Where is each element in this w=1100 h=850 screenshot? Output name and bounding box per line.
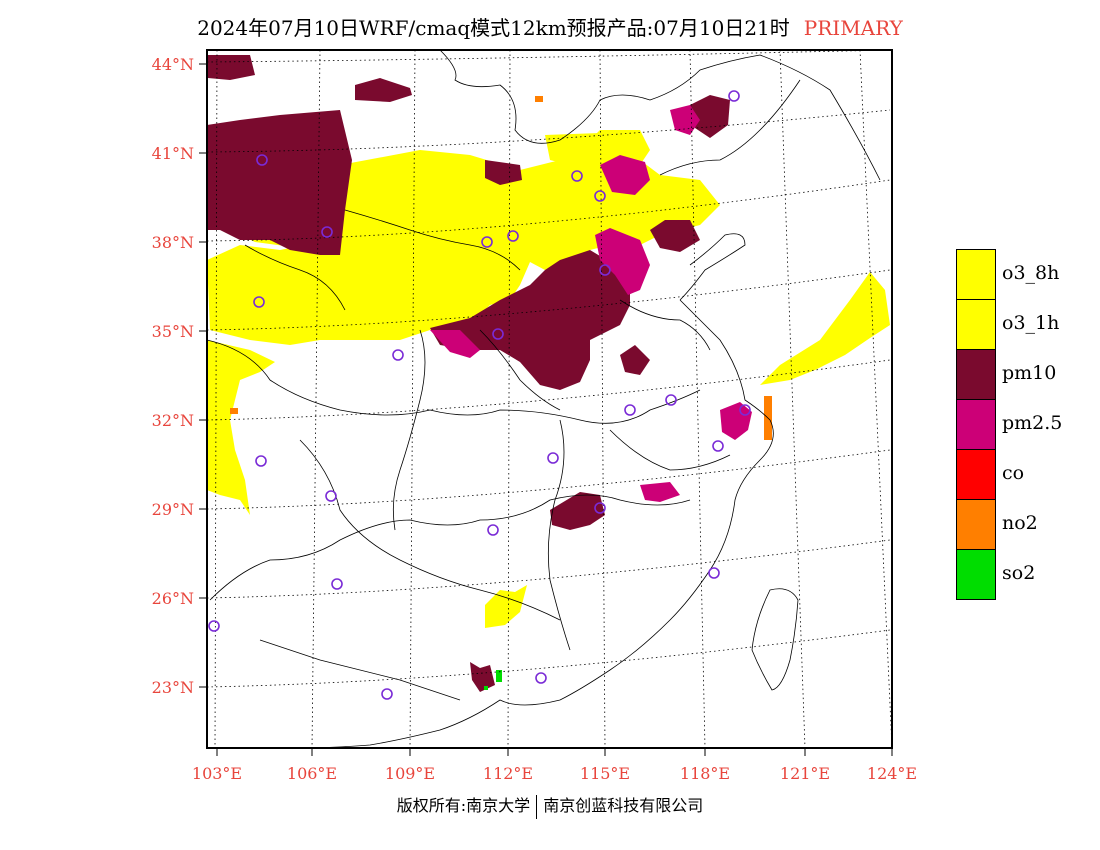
lon-label-112e: 112°E <box>482 764 534 783</box>
lat-label-29n: 29°N <box>151 500 194 519</box>
legend-swatch <box>956 549 996 600</box>
lon-label-103e: 103°E <box>191 764 243 783</box>
copyright-footer: 版权所有:南京大学 南京创蓝科技有限公司 <box>0 792 1100 819</box>
map-frame <box>206 49 893 749</box>
legend-label: so2 <box>1002 562 1036 584</box>
legend-swatch <box>956 349 996 400</box>
lon-label-121e: 121°E <box>779 764 831 783</box>
footer-left: 版权所有:南京大学 <box>396 796 531 815</box>
footer-right: 南京创蓝科技有限公司 <box>543 796 704 815</box>
legend-swatch <box>956 249 996 300</box>
lat-label-41n: 41°N <box>151 144 194 163</box>
lon-label-118e: 118°E <box>679 764 731 783</box>
legend-swatch <box>956 399 996 450</box>
legend-label: o3_8h <box>1002 262 1060 284</box>
station-markers <box>208 90 751 700</box>
title-text: 2024年07月10日WRF/cmaq模式12km预报产品:07月10日21时 <box>197 16 790 40</box>
lon-label-115e: 115°E <box>579 764 631 783</box>
lat-label-26n: 26°N <box>151 589 194 608</box>
so2-region <box>484 670 502 690</box>
legend-label: pm2.5 <box>1002 412 1063 434</box>
pm10-region <box>207 55 730 692</box>
legend-swatch <box>956 299 996 350</box>
lon-label-109e: 109°E <box>384 764 436 783</box>
lat-label-38n: 38°N <box>151 233 194 252</box>
lon-label-124e: 124°E <box>866 764 918 783</box>
lat-ticks <box>199 63 207 688</box>
lat-label-23n: 23°N <box>151 678 194 697</box>
lat-label-44n: 44°N <box>151 55 194 74</box>
lat-label-35n: 35°N <box>151 322 194 341</box>
legend-label: no2 <box>1002 512 1038 534</box>
lat-label-32n: 32°N <box>151 411 194 430</box>
legend-label: pm10 <box>1002 362 1057 384</box>
legend-swatch <box>956 499 996 550</box>
lon-label-106e: 106°E <box>286 764 338 783</box>
graticule <box>207 50 892 748</box>
map-content <box>207 50 892 748</box>
lon-ticks <box>216 748 893 756</box>
legend-label: o3_1h <box>1002 312 1060 334</box>
pm25-region <box>430 105 752 502</box>
boundaries <box>207 50 881 748</box>
legend-label: co <box>1002 462 1025 484</box>
title-primary-tag: PRIMARY <box>803 16 903 40</box>
footer-separator <box>536 794 538 819</box>
legend-swatch <box>956 449 996 500</box>
map-title: 2024年07月10日WRF/cmaq模式12km预报产品:07月10日21时 P… <box>0 12 1100 41</box>
